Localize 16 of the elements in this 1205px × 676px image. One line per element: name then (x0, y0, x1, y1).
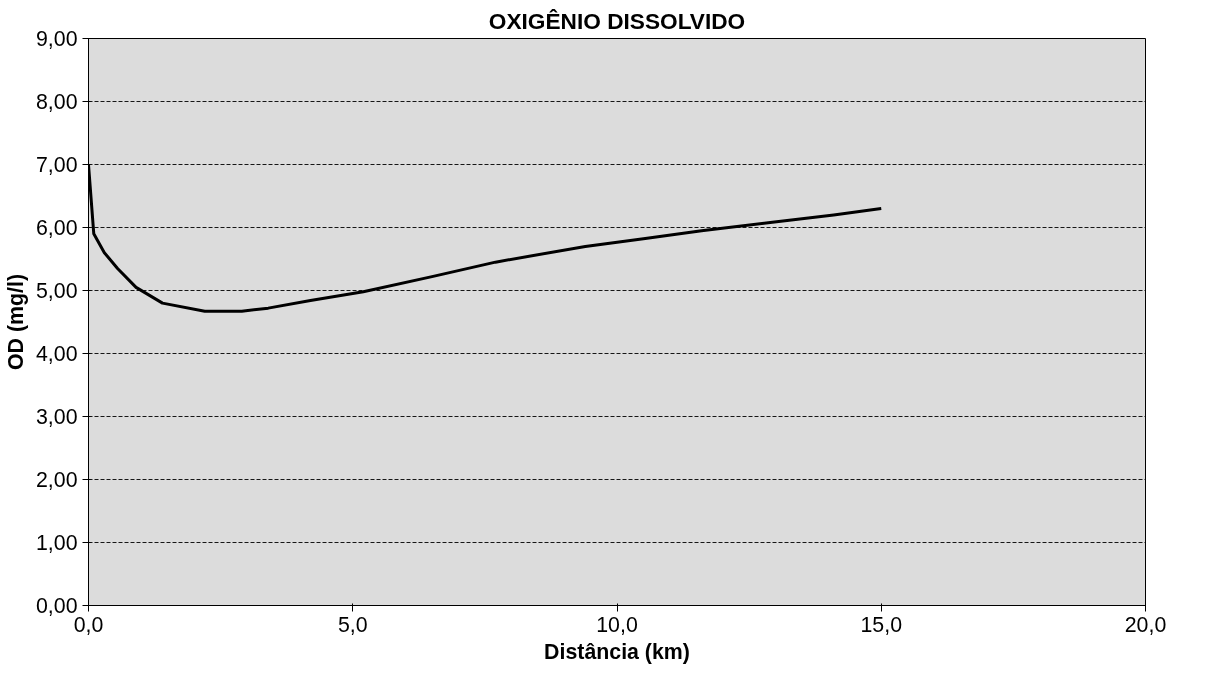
y-tick-label: 5,00 (35, 279, 78, 303)
x-tick-label: 15,0 (860, 612, 903, 637)
y-axis-title: OD (mg/l) (3, 274, 28, 370)
y-tick-label: 4,00 (35, 342, 78, 366)
y-tick-label: 1,00 (35, 531, 78, 555)
x-axis-title: Distância (km) (544, 639, 690, 664)
y-tick-label: 3,00 (35, 405, 78, 429)
x-tick-label: 5,0 (337, 612, 368, 637)
y-tick-label: 8,00 (35, 90, 78, 114)
y-tick-label: 6,00 (35, 216, 78, 240)
y-tick-label: 2,00 (35, 468, 78, 492)
chart-title: OXIGÊNIO DISSOLVIDO (488, 7, 746, 34)
x-tick-label: 10,0 (596, 612, 638, 637)
x-tick-label: 20,0 (1124, 612, 1167, 637)
y-tick-label: 7,00 (35, 153, 78, 177)
y-tick-label: 9,00 (35, 27, 78, 51)
